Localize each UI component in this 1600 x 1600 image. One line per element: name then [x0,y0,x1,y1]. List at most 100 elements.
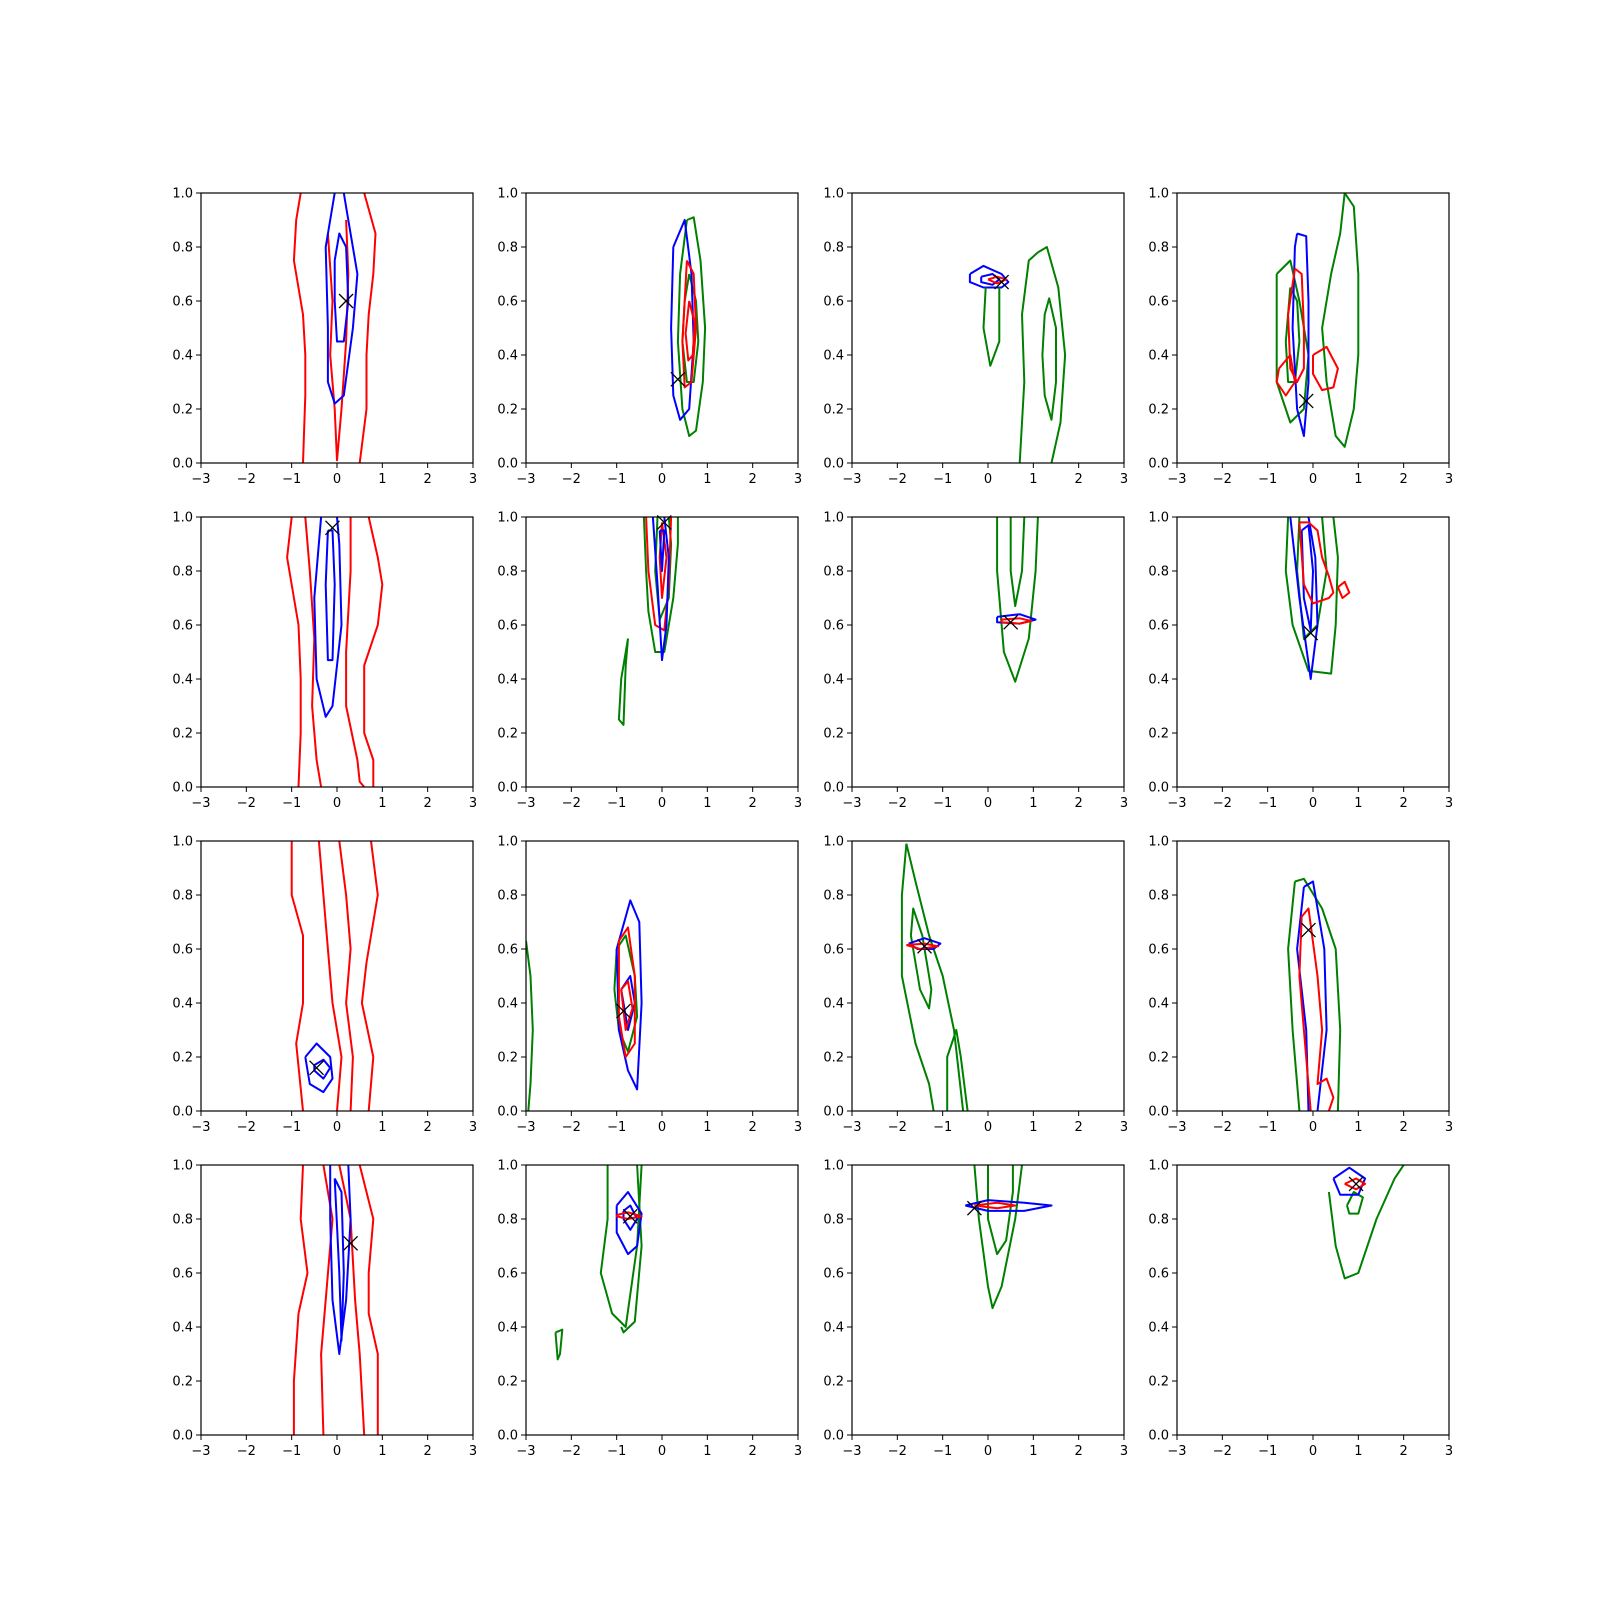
x-tick-label: −2 [562,1444,581,1459]
x-tick-label: 0 [333,796,341,811]
y-tick-label: 0.6 [172,619,193,634]
x-tick-label: 2 [1075,1444,1083,1459]
red-contour-6 [1312,345,1339,392]
blue-contour-5 [329,1165,352,1355]
blue-contour-3 [965,1199,1053,1212]
contour-group [617,517,679,726]
x-tick-label: −2 [237,1444,256,1459]
panel-2-4: −3 −2 −1 0 1 2 3 0.0 0.2 0.4 0.6 0.8 1.0 [1148,511,1453,812]
y-tick-label: 0.0 [823,457,844,472]
y-tick-label: 0.2 [1148,403,1169,418]
contour-group [526,899,643,1111]
x-tick-label: −3 [191,472,210,487]
green-contour-4 [909,907,933,1010]
red-contour-6 [1298,916,1312,1111]
marker-x [994,274,1010,290]
y-tick-label: 1.0 [823,511,844,526]
y-tick-label: 0.4 [1148,997,1169,1012]
axes-frame [1176,1164,1450,1436]
x-tick-label: 0 [658,796,666,811]
blue-contour-6 [333,1178,345,1342]
x-tick-label: 3 [794,1120,802,1135]
red-contour-3 [317,841,343,1111]
green-contour-2 [1287,881,1301,1111]
contour-group [996,517,1039,683]
y-tick-label: 1.0 [497,835,518,850]
y-tick-label: 0.8 [497,565,518,580]
x-tick-label: −3 [516,472,535,487]
panel-1-4: −3 −2 −1 0 1 2 3 0.0 0.2 0.4 0.6 0.8 1.0 [1148,187,1453,488]
y-tick-label: 1.0 [172,835,193,850]
x-tick-label: −2 [888,1444,907,1459]
x-tick-label: −3 [842,1120,861,1135]
y-tick-label: 0.8 [823,241,844,256]
panel-1-2: −3 −2 −1 0 1 2 3 0.0 0.2 0.4 0.6 0.8 1.0 [497,187,802,488]
y-tick-label: 0.2 [172,727,193,742]
red-contour-4 [1000,617,1033,625]
red-contour-1 [290,841,304,1111]
x-tick-label: −1 [933,1444,952,1459]
y-tick-label: 0.0 [823,781,844,796]
green-contour-3 [554,1328,564,1361]
x-tick-label: 2 [1400,796,1408,811]
y-tick-label: 1.0 [1148,835,1169,850]
contour-group [290,841,379,1111]
axes-frame [1176,192,1450,464]
y-tick-label: 0.0 [172,1105,193,1120]
y-tick-label: 0.4 [823,673,844,688]
x-tick-label: 2 [749,796,757,811]
x-tick-label: 1 [1354,1120,1362,1135]
x-tick-label: 3 [469,1444,477,1459]
y-tick-label: 0.0 [1148,457,1169,472]
x-tick-label: −2 [237,472,256,487]
x-tick-label: 1 [703,472,711,487]
x-tick-label: −2 [562,472,581,487]
y-tick-label: 0.4 [1148,673,1169,688]
red-contour-4 [338,1165,366,1435]
y-tick-label: 0.8 [823,565,844,580]
x-tick-label: −3 [1167,472,1186,487]
x-tick-label: 1 [378,1120,386,1135]
y-tick-label: 0.2 [497,1051,518,1066]
x-tick-label: −1 [1258,796,1277,811]
y-tick-label: 0.2 [497,403,518,418]
x-tick-label: 0 [333,472,341,487]
x-tick-label: −1 [933,1120,952,1135]
red-contour-6 [1336,580,1351,599]
panel-3-2: −3 −2 −1 0 1 2 3 0.0 0.2 0.4 0.6 0.8 1.0 [497,835,802,1136]
marker-x [1298,393,1314,409]
marker-x [1003,614,1019,630]
panel-2-2: −3 −2 −1 0 1 2 3 0.0 0.2 0.4 0.6 0.8 1.0 [497,511,802,812]
green-contour-2 [900,843,935,1111]
y-tick-label: 0.8 [1148,1213,1169,1228]
x-tick-label: 1 [1029,1444,1037,1459]
y-tick-label: 0.6 [1148,1267,1169,1282]
x-tick-label: 0 [984,1120,992,1135]
x-tick-label: 1 [1029,796,1037,811]
x-tick-label: −2 [888,472,907,487]
panel-3-4: −3 −2 −1 0 1 2 3 0.0 0.2 0.4 0.6 0.8 1.0 [1148,835,1453,1136]
red-contour-2 [360,841,379,1111]
red-contour-3 [326,219,350,462]
green-contour-5 [1037,246,1067,463]
panel-4-4: −3 −2 −1 0 1 2 3 0.0 0.2 0.4 0.6 0.8 1.0 [1148,1159,1453,1460]
x-tick-label: 3 [1120,1120,1128,1135]
x-tick-label: 2 [424,1444,432,1459]
y-tick-label: 0.0 [1148,1105,1169,1120]
x-tick-label: 2 [424,1120,432,1135]
green-contour-2 [1009,517,1026,608]
green-contour-2 [1296,517,1328,640]
green-contour-1 [905,843,965,1111]
x-tick-label: 0 [658,1120,666,1135]
y-tick-label: 0.0 [172,457,193,472]
panel-2-3: −3 −2 −1 0 1 2 3 0.0 0.2 0.4 0.6 0.8 1.0 [823,511,1128,812]
y-tick-label: 0.6 [497,295,518,310]
panel-2-1: −3 −2 −1 0 1 2 3 0.0 0.2 0.4 0.6 0.8 1.0 [172,511,477,812]
y-tick-label: 0.8 [172,565,193,580]
y-tick-label: 1.0 [823,835,844,850]
contour-group [286,517,384,787]
blue-contour-3 [615,899,643,1091]
y-tick-label: 0.2 [823,403,844,418]
y-tick-label: 0.0 [1148,1429,1169,1444]
